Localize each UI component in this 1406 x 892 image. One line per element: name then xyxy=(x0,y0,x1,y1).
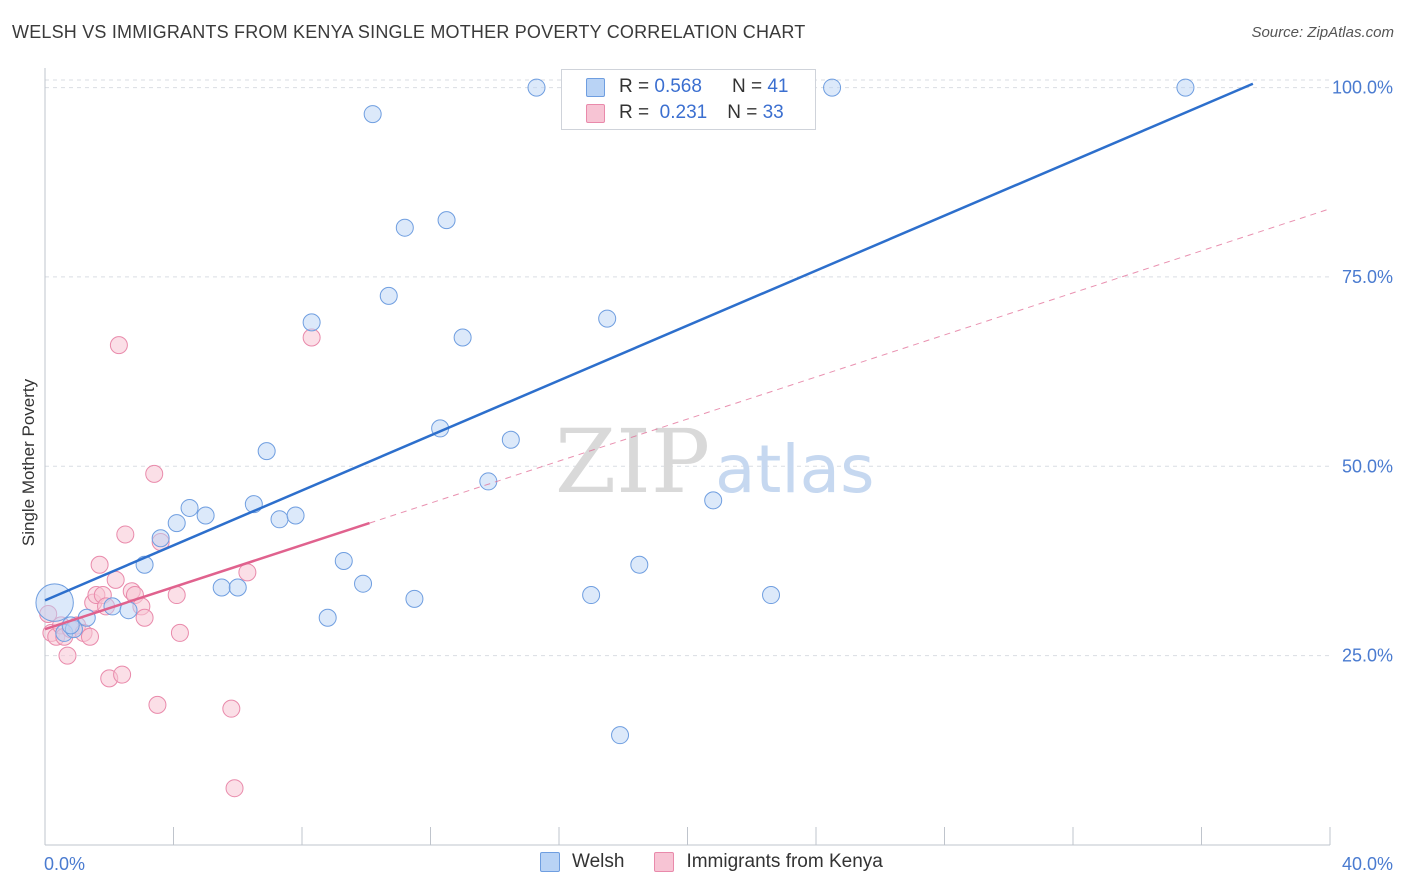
kenya-point xyxy=(170,623,189,642)
kenya-trend-extension xyxy=(369,208,1331,524)
welsh-point xyxy=(1176,78,1195,97)
kenya-point xyxy=(113,665,132,684)
welsh-point xyxy=(437,211,456,230)
legend-item-kenya: Immigrants from Kenya xyxy=(654,851,883,873)
welsh-point xyxy=(354,574,373,593)
legend-n-label: N = xyxy=(727,102,758,123)
welsh-point xyxy=(598,309,617,328)
welsh-point xyxy=(302,313,321,332)
kenya-point xyxy=(109,336,128,355)
kenya-point xyxy=(145,464,164,483)
welsh-point xyxy=(180,498,199,517)
welsh-point xyxy=(167,514,186,533)
kenya-trend-line xyxy=(44,521,370,631)
correlation-legend: R = 0.568 N = 41 R = 0.231 N = 33 xyxy=(561,69,816,130)
legend-n-label: N = xyxy=(731,76,763,97)
kenya-point xyxy=(135,608,154,627)
welsh-point xyxy=(363,105,382,124)
welsh-point xyxy=(286,506,305,525)
welsh-point xyxy=(405,589,424,608)
welsh-point xyxy=(151,529,170,548)
legend-row-welsh: R = 0.568 N = 41 xyxy=(586,75,788,99)
trend-lines xyxy=(44,82,1331,631)
kenya-point xyxy=(80,627,99,646)
welsh-point xyxy=(501,430,520,449)
welsh-point xyxy=(582,586,601,605)
welsh-point xyxy=(228,578,247,597)
welsh-point xyxy=(257,442,276,461)
y-tick-label: 100.0% xyxy=(1332,78,1393,98)
legend-n-value: 33 xyxy=(762,102,784,123)
kenya-point xyxy=(222,699,241,718)
kenya-swatch xyxy=(586,103,605,123)
welsh-swatch xyxy=(586,77,605,97)
welsh-point xyxy=(527,78,546,97)
x-tick-label: 0.0% xyxy=(44,854,85,874)
welsh-point xyxy=(762,586,781,605)
kenya-point xyxy=(58,646,77,665)
welsh-point xyxy=(270,510,289,529)
legend-row-kenya: R = 0.231 N = 33 xyxy=(586,101,784,125)
axes xyxy=(44,68,1331,846)
x-tick-label: 40.0% xyxy=(1342,854,1393,874)
kenya-point xyxy=(225,779,244,798)
grid-lines xyxy=(45,79,1330,657)
welsh-point xyxy=(196,506,215,525)
kenya-point xyxy=(148,695,167,714)
welsh-trend-line xyxy=(44,82,1254,602)
y-tick-label: 50.0% xyxy=(1342,456,1393,476)
welsh-point xyxy=(334,551,353,570)
axis-labels: 25.0% 50.0% 75.0% 100.0% 0.0% 40.0% Single Mot… xyxy=(19,78,1393,874)
welsh-point xyxy=(395,218,414,237)
source-credit: Source: ZipAtlas.com xyxy=(1251,24,1394,41)
series-legend: Welsh Immigrants from Kenya xyxy=(540,851,913,873)
welsh-point xyxy=(704,491,723,510)
chart-title: WELSH VS IMMIGRANTS FROM KENYA SINGLE MO… xyxy=(12,22,806,42)
legend-item-welsh: Welsh xyxy=(540,851,624,873)
kenya-legend-swatch xyxy=(654,852,675,872)
legend-r-value: 0.568 xyxy=(654,76,702,97)
welsh-series xyxy=(35,78,1195,745)
y-tick-label: 25.0% xyxy=(1342,646,1393,666)
welsh-point xyxy=(823,78,842,97)
kenya-point xyxy=(302,328,321,347)
welsh-point xyxy=(318,608,337,627)
y-tick-label: 75.0% xyxy=(1342,267,1393,287)
y-axis-label: Single Mother Poverty xyxy=(19,378,38,546)
welsh-point xyxy=(212,578,231,597)
watermark-zip: ZIP xyxy=(555,410,710,513)
kenya-point xyxy=(116,525,135,544)
kenya-legend-label: Immigrants from Kenya xyxy=(686,851,883,872)
watermark-atlas: atlas xyxy=(715,431,875,508)
legend-r-value: 0.231 xyxy=(659,102,708,123)
welsh-point xyxy=(453,328,472,347)
kenya-point xyxy=(238,563,257,582)
welsh-point xyxy=(479,472,498,491)
legend-n-value: 41 xyxy=(767,76,789,97)
watermark: ZIP atlas xyxy=(555,410,875,513)
legend-r-label: R = xyxy=(619,76,650,97)
legend-r-label: R = xyxy=(619,102,650,123)
welsh-legend-label: Welsh xyxy=(572,851,625,872)
welsh-point xyxy=(630,555,649,574)
kenya-point xyxy=(90,555,109,574)
welsh-point xyxy=(379,286,398,305)
kenya-series xyxy=(39,328,321,798)
welsh-point xyxy=(611,726,630,745)
welsh-legend-swatch xyxy=(540,852,560,872)
